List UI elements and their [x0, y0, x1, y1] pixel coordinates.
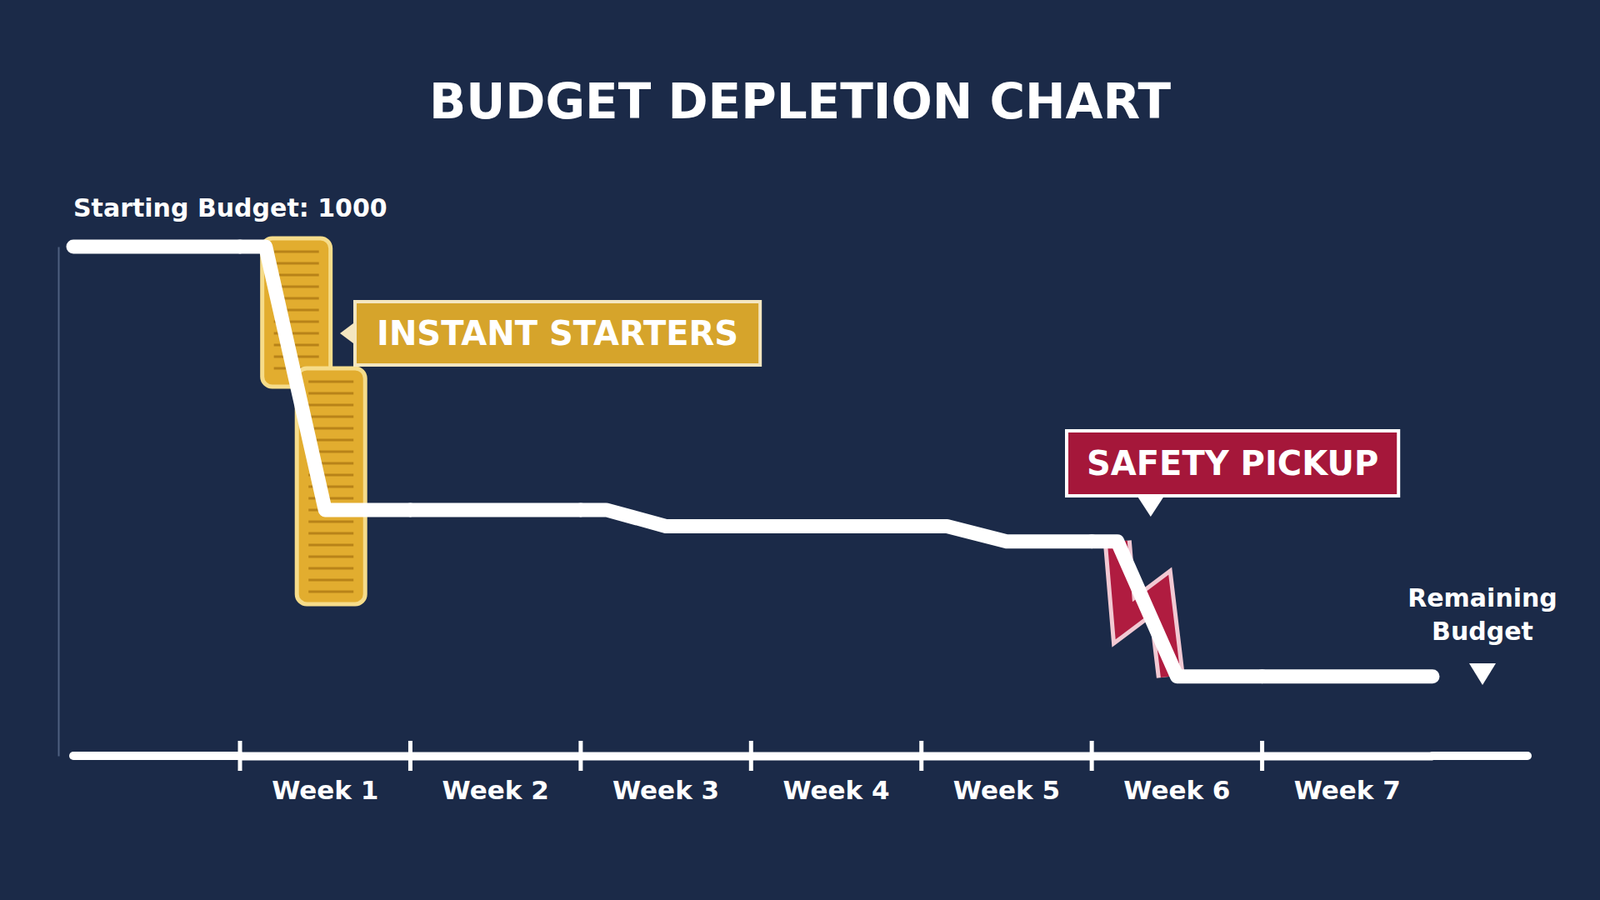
- callout-label: INSTANT STARTERS: [376, 314, 739, 353]
- budget-line-segment: [1091, 541, 1262, 677]
- coin-stripe: [308, 391, 354, 395]
- x-tick-mark: [238, 740, 243, 771]
- coin-stripe: [274, 250, 320, 254]
- x-tick-mark: [1090, 740, 1095, 771]
- x-tick-mark: [749, 740, 754, 771]
- x-tick: Week 1: [271, 755, 379, 805]
- x-tick-mark: [919, 740, 924, 771]
- coin-stripe: [308, 566, 354, 570]
- remaining-arrow: [1469, 663, 1496, 685]
- x-tick-mark: [578, 740, 583, 771]
- coin-stripe: [308, 380, 354, 383]
- x-tick: Week 4: [782, 755, 890, 805]
- x-tick-label: Week 3: [612, 775, 720, 805]
- callout-box: [1066, 430, 1399, 496]
- coin-stripe: [308, 415, 354, 418]
- safety-pickup-callout: SAFETY PICKUP: [1066, 430, 1399, 517]
- x-tick-label: Week 5: [953, 775, 1060, 805]
- callout-pointer: [340, 320, 357, 346]
- y-axis-line: [58, 247, 60, 757]
- budget-line-segment: [240, 246, 410, 510]
- x-tick-label: Week 7: [1294, 775, 1401, 805]
- x-axis: Week 1 Week 2 Week 3 Week 4 Week 5 Week 6 Week…: [240, 755, 1434, 805]
- x-axis-line-left: [73, 751, 240, 760]
- x-tick-label: Week 2: [442, 775, 550, 805]
- x-tick: Week 7: [1294, 755, 1401, 805]
- x-tick-label: Week 6: [1123, 775, 1230, 805]
- x-tick-label: Week 4: [782, 775, 890, 805]
- x-tick: Week 2: [442, 755, 550, 805]
- coin-stripe: [274, 262, 320, 265]
- coin-stripe: [308, 590, 354, 593]
- x-tick-label: Week 1: [271, 775, 379, 805]
- remaining-label: RemainingBudget: [1407, 583, 1558, 646]
- coin-stripe: [308, 426, 354, 430]
- budget-line-segment: [921, 525, 1092, 541]
- x-tick-mark: [408, 740, 413, 771]
- coin-stripe: [308, 555, 354, 558]
- instant-starters-callout: INSTANT STARTERS: [340, 301, 760, 365]
- y-axis: [58, 247, 60, 757]
- x-tick: Week 3: [612, 755, 720, 805]
- coin-stripe: [308, 543, 354, 546]
- x-tick: Week 5: [953, 755, 1060, 805]
- coin-stripe: [308, 578, 354, 581]
- callout-box: [355, 301, 760, 365]
- start-label: Starting Budget: 1000: [73, 193, 388, 223]
- coin-stripe: [274, 274, 320, 277]
- x-tick-mark: [1260, 740, 1265, 771]
- budget-line-segment: [580, 510, 751, 527]
- coin-stripe: [308, 531, 354, 535]
- coin-stripe: [308, 403, 354, 406]
- budget-line-segment: [750, 519, 921, 534]
- budget-line-segment: [1262, 669, 1433, 684]
- remaining-label-line: Budget: [1431, 616, 1534, 646]
- coin-stripe: [308, 520, 354, 523]
- chart-title: BUDGET DEPLETION CHART: [429, 73, 1172, 130]
- x-tick: Week 6: [1123, 755, 1230, 805]
- x-axis-line: [240, 752, 1434, 761]
- remaining-label-line: Remaining: [1407, 583, 1558, 613]
- x-axis-line-right: [1432, 751, 1528, 760]
- background: [0, 0, 1600, 900]
- callout-pointer: [1138, 497, 1164, 517]
- plot-area: [73, 238, 1433, 677]
- chart-canvas: BUDGET DEPLETION CHART Week 1 Week 2 Week 3…: [0, 0, 1600, 900]
- callout-label: SAFETY PICKUP: [1086, 444, 1379, 483]
- budget-line-segment: [410, 502, 580, 517]
- start-budget-line: [73, 240, 240, 255]
